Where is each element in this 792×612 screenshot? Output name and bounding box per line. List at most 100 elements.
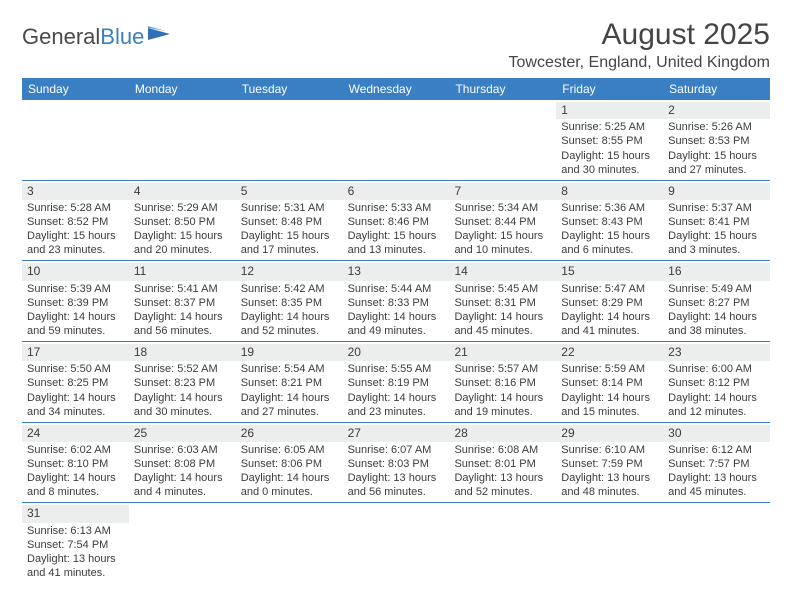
sunset-text: Sunset: 8:53 PM — [668, 134, 765, 148]
sunset-text: Sunset: 8:01 PM — [454, 457, 551, 471]
calendar-cell: 10Sunrise: 5:39 AMSunset: 8:39 PMDayligh… — [22, 261, 129, 341]
brand-part1: General — [22, 24, 100, 50]
sunrise-text: Sunrise: 6:10 AM — [561, 443, 658, 457]
calendar-cell: 27Sunrise: 6:07 AMSunset: 8:03 PMDayligh… — [343, 423, 450, 503]
sunset-text: Sunset: 8:37 PM — [134, 296, 231, 310]
sunrise-text: Sunrise: 5:33 AM — [348, 201, 445, 215]
sunset-text: Sunset: 8:21 PM — [241, 376, 338, 390]
day-header: Wednesday — [343, 78, 450, 100]
sunset-text: Sunset: 8:39 PM — [27, 296, 124, 310]
sunrise-text: Sunrise: 6:08 AM — [454, 443, 551, 457]
sunrise-text: Sunrise: 5:36 AM — [561, 201, 658, 215]
calendar-week: 3Sunrise: 5:28 AMSunset: 8:52 PMDaylight… — [22, 181, 770, 262]
sunset-text: Sunset: 8:23 PM — [134, 376, 231, 390]
calendar-cell: 17Sunrise: 5:50 AMSunset: 8:25 PMDayligh… — [22, 342, 129, 422]
daylight-text: and 19 minutes. — [454, 405, 551, 419]
calendar-week: 1Sunrise: 5:25 AMSunset: 8:55 PMDaylight… — [22, 100, 770, 181]
daylight-text: and 6 minutes. — [561, 243, 658, 257]
daylight-text: and 15 minutes. — [561, 405, 658, 419]
daylight-text: Daylight: 14 hours — [27, 391, 124, 405]
sunset-text: Sunset: 8:25 PM — [27, 376, 124, 390]
brand-logo: GeneralBlue — [22, 24, 174, 50]
day-number: 13 — [343, 263, 450, 280]
daylight-text: and 30 minutes. — [134, 405, 231, 419]
sunrise-text: Sunrise: 6:05 AM — [241, 443, 338, 457]
daylight-text: Daylight: 14 hours — [134, 391, 231, 405]
daylight-text: and 27 minutes. — [668, 163, 765, 177]
calendar-cell: 30Sunrise: 6:12 AMSunset: 7:57 PMDayligh… — [663, 423, 770, 503]
calendar-cell — [22, 100, 129, 180]
sunset-text: Sunset: 8:08 PM — [134, 457, 231, 471]
day-number: 7 — [449, 183, 556, 200]
sunrise-text: Sunrise: 5:42 AM — [241, 282, 338, 296]
day-number: 23 — [663, 344, 770, 361]
sunrise-text: Sunrise: 5:31 AM — [241, 201, 338, 215]
flag-icon — [148, 24, 174, 50]
calendar-cell: 15Sunrise: 5:47 AMSunset: 8:29 PMDayligh… — [556, 261, 663, 341]
day-number: 20 — [343, 344, 450, 361]
sunset-text: Sunset: 8:35 PM — [241, 296, 338, 310]
daylight-text: Daylight: 14 hours — [27, 471, 124, 485]
daylight-text: Daylight: 14 hours — [454, 310, 551, 324]
daylight-text: Daylight: 15 hours — [561, 229, 658, 243]
daylight-text: Daylight: 15 hours — [27, 229, 124, 243]
daylight-text: Daylight: 14 hours — [668, 310, 765, 324]
sunset-text: Sunset: 8:29 PM — [561, 296, 658, 310]
calendar-cell: 21Sunrise: 5:57 AMSunset: 8:16 PMDayligh… — [449, 342, 556, 422]
calendar-cell: 3Sunrise: 5:28 AMSunset: 8:52 PMDaylight… — [22, 181, 129, 261]
day-number: 29 — [556, 425, 663, 442]
day-number: 26 — [236, 425, 343, 442]
sunset-text: Sunset: 8:19 PM — [348, 376, 445, 390]
daylight-text: and 17 minutes. — [241, 243, 338, 257]
calendar-cell: 29Sunrise: 6:10 AMSunset: 7:59 PMDayligh… — [556, 423, 663, 503]
calendar-cell: 5Sunrise: 5:31 AMSunset: 8:48 PMDaylight… — [236, 181, 343, 261]
daylight-text: Daylight: 15 hours — [561, 149, 658, 163]
sunrise-text: Sunrise: 5:52 AM — [134, 362, 231, 376]
day-number: 3 — [22, 183, 129, 200]
daylight-text: and 52 minutes. — [454, 485, 551, 499]
day-number: 1 — [556, 102, 663, 119]
calendar-cell — [449, 503, 556, 583]
day-number: 21 — [449, 344, 556, 361]
day-number: 2 — [663, 102, 770, 119]
day-header: Sunday — [22, 78, 129, 100]
calendar-cell: 18Sunrise: 5:52 AMSunset: 8:23 PMDayligh… — [129, 342, 236, 422]
sunrise-text: Sunrise: 5:25 AM — [561, 120, 658, 134]
daylight-text: and 10 minutes. — [454, 243, 551, 257]
daylight-text: and 59 minutes. — [27, 324, 124, 338]
sunset-text: Sunset: 8:52 PM — [27, 215, 124, 229]
daylight-text: and 27 minutes. — [241, 405, 338, 419]
calendar-cell — [343, 100, 450, 180]
title-block: August 2025 Towcester, England, United K… — [509, 18, 770, 72]
day-number: 10 — [22, 263, 129, 280]
sunset-text: Sunset: 8:55 PM — [561, 134, 658, 148]
calendar-cell: 7Sunrise: 5:34 AMSunset: 8:44 PMDaylight… — [449, 181, 556, 261]
brand-part2: Blue — [100, 24, 144, 50]
sunrise-text: Sunrise: 5:44 AM — [348, 282, 445, 296]
daylight-text: and 34 minutes. — [27, 405, 124, 419]
daylight-text: Daylight: 14 hours — [668, 391, 765, 405]
calendar-cell — [343, 503, 450, 583]
month-title: August 2025 — [509, 18, 770, 52]
location: Towcester, England, United Kingdom — [509, 54, 770, 72]
calendar-cell: 2Sunrise: 5:26 AMSunset: 8:53 PMDaylight… — [663, 100, 770, 180]
daylight-text: and 13 minutes. — [348, 243, 445, 257]
calendar-cell — [663, 503, 770, 583]
sunrise-text: Sunrise: 5:41 AM — [134, 282, 231, 296]
sunrise-text: Sunrise: 6:12 AM — [668, 443, 765, 457]
daylight-text: Daylight: 14 hours — [348, 391, 445, 405]
day-number: 28 — [449, 425, 556, 442]
daylight-text: Daylight: 15 hours — [454, 229, 551, 243]
sunset-text: Sunset: 8:06 PM — [241, 457, 338, 471]
day-number: 27 — [343, 425, 450, 442]
day-number: 31 — [22, 505, 129, 522]
daylight-text: and 45 minutes. — [668, 485, 765, 499]
daylight-text: Daylight: 15 hours — [668, 229, 765, 243]
daylight-text: Daylight: 14 hours — [561, 391, 658, 405]
sunset-text: Sunset: 7:57 PM — [668, 457, 765, 471]
calendar-cell: 8Sunrise: 5:36 AMSunset: 8:43 PMDaylight… — [556, 181, 663, 261]
calendar-cell: 24Sunrise: 6:02 AMSunset: 8:10 PMDayligh… — [22, 423, 129, 503]
daylight-text: and 41 minutes. — [27, 566, 124, 580]
calendar-cell: 25Sunrise: 6:03 AMSunset: 8:08 PMDayligh… — [129, 423, 236, 503]
calendar-cell: 6Sunrise: 5:33 AMSunset: 8:46 PMDaylight… — [343, 181, 450, 261]
